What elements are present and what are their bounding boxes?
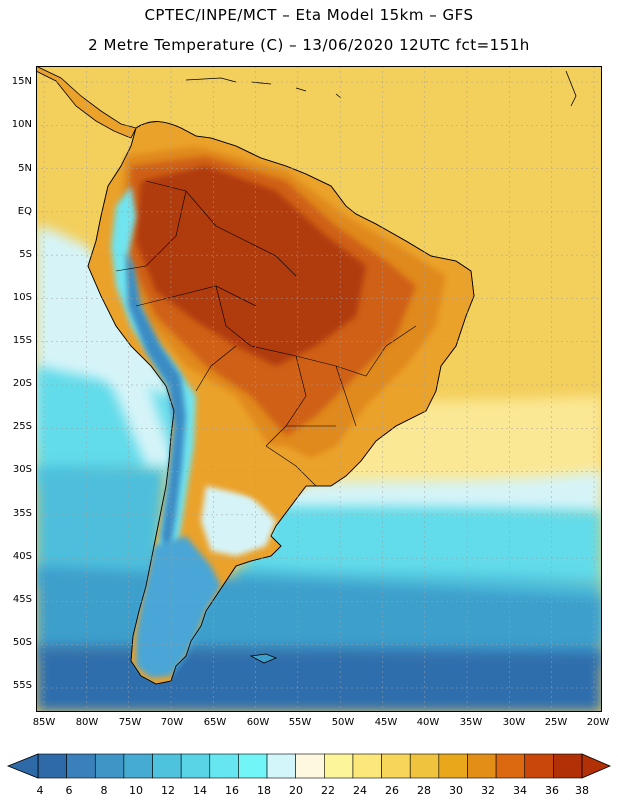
lat-label: 35S [12,508,32,519]
map-title-line-2: 2 Metre Temperature (C) – 13/06/2020 12U… [88,36,530,54]
graticule [36,66,602,712]
colorbar-label: 20 [289,784,303,797]
lat-label: 55S [12,680,32,691]
colorbar-label: 28 [417,784,431,797]
lat-label: EQ [17,206,32,217]
colorbar-swatch [524,753,554,779]
colorbar-swatch [495,753,526,779]
pampas-pale-zone [201,486,276,556]
lat-label: 15S [12,335,32,346]
lat-label: 10N [11,119,32,130]
lon-label: 45W [374,717,398,728]
colorbar-swatch [352,753,382,779]
lat-label: 45S [12,594,32,605]
colorbar-segments [37,753,583,779]
colorbar-swatch [123,753,153,779]
lat-label: 15N [11,76,32,87]
colorbar-label: 14 [193,784,207,797]
lat-label: 10S [12,292,32,303]
lat-label: 40S [12,551,32,562]
lon-label: 20W [586,717,610,728]
lat-label: 5S [19,249,32,260]
colorbar-swatch [266,753,296,779]
west-coast-cold-current [66,241,176,466]
lat-label: 50S [12,637,32,648]
lon-label: 40W [416,717,440,728]
south-amber-zone [221,446,326,506]
colorbar-label: 36 [545,784,559,797]
colorbar-label: 24 [353,784,367,797]
colorbar-label: 34 [513,784,527,797]
country-borders [115,180,417,487]
colorbar-label: 18 [257,784,271,797]
lon-label: 65W [203,717,227,728]
lat-label: 5N [18,163,32,174]
colorbar-swatch [37,753,67,779]
colorbar [6,753,612,779]
central-america-outline [36,66,137,139]
ocean-deep-band [36,646,602,712]
land-hot-zone [136,166,366,366]
lon-label: 25W [544,717,568,728]
colorbar-swatch [180,753,211,779]
colorbar-label: 32 [481,784,495,797]
colorbar-swatch [467,753,497,779]
colorbar-swatch [209,753,239,779]
colorbar-label: 4 [36,784,44,797]
colorbar-label: 6 [65,784,73,797]
falkland-islands [249,653,278,664]
colorbar-swatch [66,753,96,779]
colorbar-swatch [238,753,268,779]
colorbar-swatch [324,753,354,779]
colorbar-label: 38 [575,784,589,797]
colorbar-swatch [438,753,468,779]
lon-label: 35W [459,717,483,728]
temperature-map [36,66,602,712]
lon-label: 70W [160,717,184,728]
lat-label: 25S [12,421,32,432]
colorbar-label: 16 [225,784,239,797]
colorbar-label: 12 [161,784,175,797]
map-frame [36,66,602,712]
lon-label: 50W [331,717,355,728]
caribbean-islands [185,70,577,107]
colorbar-swatch [381,753,411,779]
colorbar-label: 22 [321,784,335,797]
colorbar-label: 10 [129,784,143,797]
colorbar-swatch [295,753,325,779]
lon-label: 55W [288,717,312,728]
colorbar-label: 26 [385,784,399,797]
colorbar-swatch [409,753,440,779]
lon-label: 80W [75,717,99,728]
map-title-line-1: CPTEC/INPE/MCT – Eta Model 15km – GFS [144,6,474,24]
lon-label: 60W [246,717,270,728]
colorbar-high-arrow [581,753,612,779]
colorbar-label: 8 [100,784,108,797]
lon-label: 85W [32,717,56,728]
colorbar-swatch [152,753,182,779]
patagonia-cold-zone [136,536,221,678]
lon-label: 30W [502,717,526,728]
colorbar-label: 30 [449,784,463,797]
coastline [87,121,475,685]
colorbar-swatch [553,753,583,779]
lon-label: 75W [118,717,142,728]
lat-label: 20S [12,378,32,389]
colorbar-low-arrow [6,753,39,779]
lat-label: 30S [12,464,32,475]
colorbar-swatch [94,753,125,779]
